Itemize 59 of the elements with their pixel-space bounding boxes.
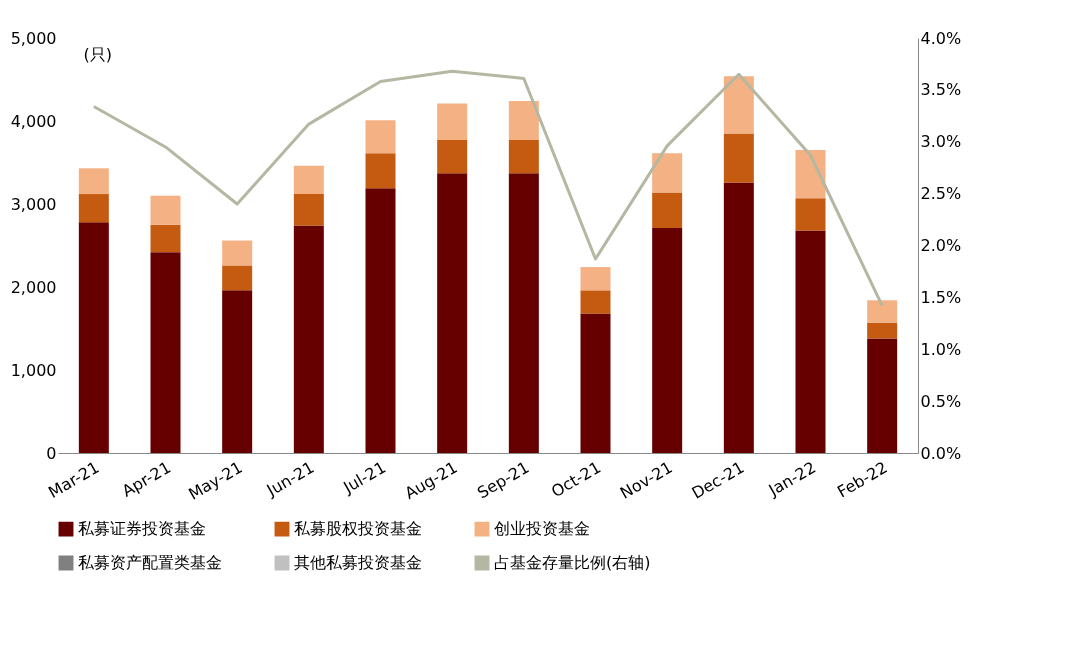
- bar: [222, 240, 253, 266]
- legend-label: 其他私募投资基金: [294, 553, 422, 572]
- y-tick-label: 3,000: [10, 194, 57, 214]
- bar: [723, 76, 754, 134]
- bar: [78, 194, 109, 223]
- bar: [508, 173, 539, 453]
- bar: [150, 195, 181, 225]
- bar: [580, 313, 611, 453]
- y-tick-label: 4,000: [10, 111, 57, 131]
- bar: [437, 173, 468, 453]
- y-tick-label: 1,000: [10, 360, 57, 380]
- bar: [723, 182, 754, 453]
- bar: [652, 228, 683, 453]
- bar: [150, 252, 181, 453]
- bar: [293, 194, 324, 226]
- bar: [222, 265, 253, 291]
- bar: [867, 322, 898, 339]
- y2-tick-label: 0.5%: [920, 391, 962, 411]
- bar: [508, 140, 539, 174]
- legend-label: 私募股权投资基金: [294, 519, 422, 539]
- bar: [222, 290, 253, 453]
- y2-tick-label: 3.0%: [920, 132, 962, 152]
- line-series: [92, 69, 884, 308]
- bar: [580, 267, 611, 291]
- bar: [652, 192, 683, 229]
- y-tick-label: 5,000: [10, 28, 57, 48]
- bar: [437, 140, 468, 174]
- bar: [723, 133, 754, 183]
- bar: [365, 153, 396, 189]
- legend-label: 私募资产配置类基金: [78, 553, 222, 572]
- bar: [795, 150, 826, 199]
- bar: [508, 101, 539, 141]
- bar: [795, 230, 826, 453]
- legend-label: 私募证券投资基金: [78, 519, 206, 539]
- y2-tick-label: 1.0%: [920, 339, 962, 359]
- y-tick-label: 0: [46, 443, 57, 463]
- bar: [437, 103, 468, 141]
- bar: [78, 222, 109, 453]
- y-axis-title: (只): [83, 44, 112, 64]
- y2-tick-label: 3.5%: [920, 80, 962, 100]
- bar: [652, 153, 683, 193]
- legend-label: 占基金存量比例(右轴): [494, 553, 651, 572]
- bar: [365, 188, 396, 453]
- bar: [150, 224, 181, 253]
- y-tick-label: 2,000: [10, 277, 57, 297]
- bar: [795, 198, 826, 231]
- y2-tick-label: 2.0%: [920, 236, 962, 255]
- legend-label: 创业投资基金: [494, 519, 590, 539]
- bar: [78, 168, 109, 195]
- bar: [365, 120, 396, 154]
- bar: [867, 300, 898, 323]
- bar: [293, 225, 324, 453]
- y2-tick-label: 1.5%: [920, 287, 962, 307]
- bar: [867, 338, 898, 453]
- bar: [580, 290, 611, 314]
- y2-tick-label: 2.5%: [920, 184, 962, 204]
- bar: [293, 165, 324, 195]
- y2-tick-label: 0.0%: [920, 443, 962, 463]
- y2-tick-label: 4.0%: [920, 28, 962, 48]
